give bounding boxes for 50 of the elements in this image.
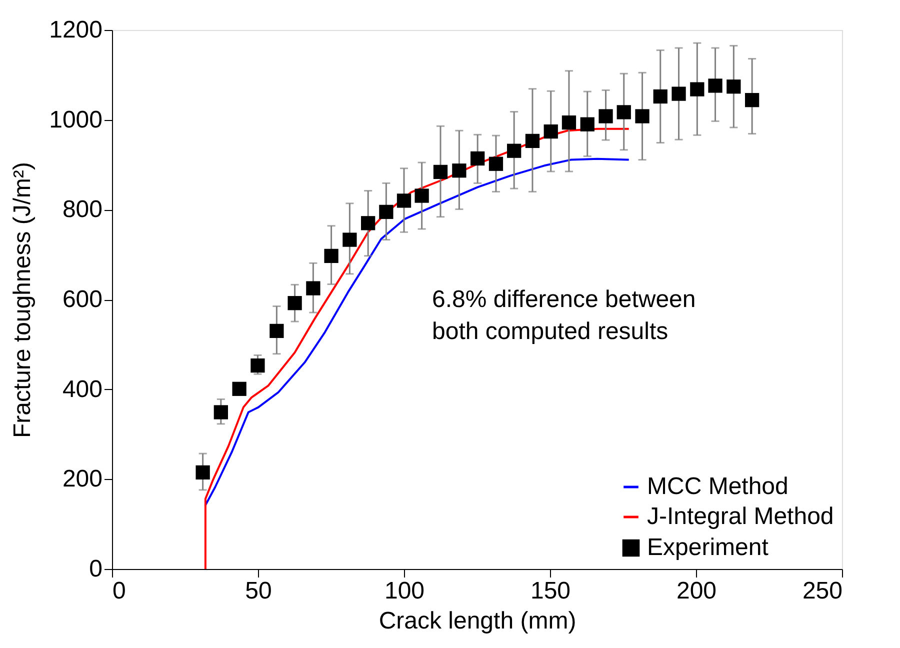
point [379, 204, 394, 219]
y-tick-label: 600 [62, 286, 102, 313]
y-tick-label: 1000 [49, 106, 102, 134]
point [562, 115, 576, 130]
point [361, 216, 376, 230]
point [306, 281, 320, 296]
point [525, 134, 540, 148]
point [396, 194, 412, 208]
point [433, 164, 448, 180]
x-tick-label: 100 [384, 578, 425, 604]
x-tick-label: 250 [802, 578, 842, 604]
point [598, 109, 613, 124]
point [635, 109, 650, 124]
point [214, 405, 228, 420]
point [488, 156, 504, 171]
point [616, 105, 631, 120]
x-tick-label: 0 [112, 578, 126, 604]
point [232, 382, 246, 396]
point [653, 89, 668, 104]
y-tick-label: 800 [62, 196, 102, 224]
point [342, 232, 357, 247]
point [690, 82, 704, 96]
legend-label: Experiment [647, 534, 769, 561]
point [452, 164, 466, 178]
legend-label: MCC Method [647, 473, 788, 500]
y-axis-title: Fracture toughness (J/m²) [9, 162, 36, 438]
point [744, 93, 760, 108]
y-tick-label: 0 [89, 556, 102, 582]
x-tick-label: 200 [676, 578, 717, 604]
legend-label: J-Integral Method [647, 503, 834, 530]
point [544, 124, 558, 139]
x-axis-title: Crack length (mm) [378, 608, 576, 634]
point [507, 144, 522, 158]
point [726, 80, 741, 94]
point [250, 358, 265, 373]
point [196, 465, 210, 480]
point [580, 117, 594, 132]
point [414, 188, 429, 203]
point [270, 324, 284, 338]
x-tick-label: 150 [530, 578, 571, 604]
point [708, 78, 722, 93]
point [672, 86, 686, 101]
point [470, 151, 485, 166]
annotation: 6.8% difference between both computed results [432, 286, 696, 345]
y-tick-label: 1200 [49, 16, 102, 44]
point [324, 248, 338, 263]
point [288, 296, 302, 310]
y-tick-label: 200 [62, 466, 102, 493]
x-tick-label: 50 [245, 578, 272, 604]
y-tick-label: 400 [62, 376, 102, 403]
